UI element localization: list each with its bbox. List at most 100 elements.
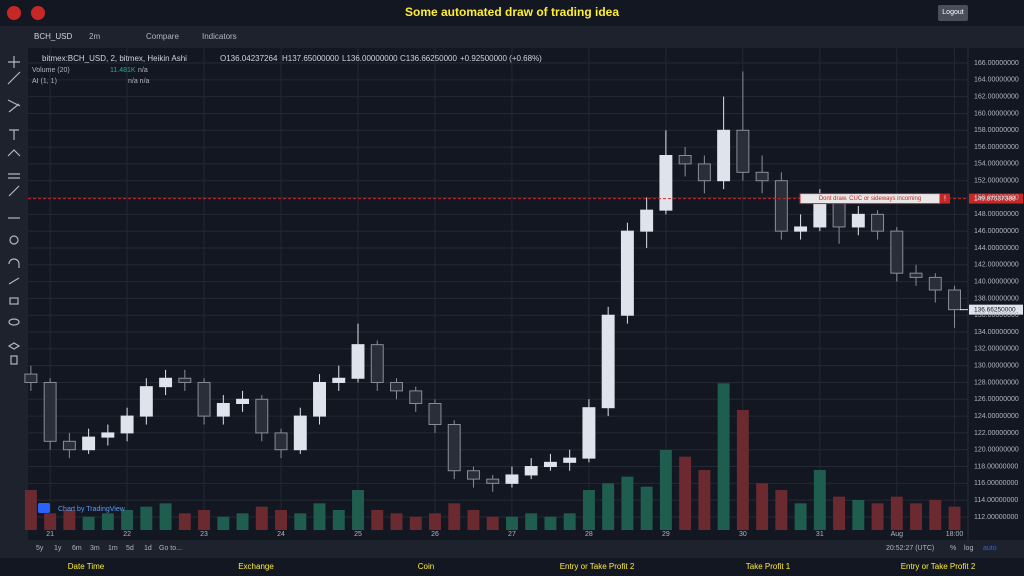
header: Some automated draw of trading idea Logo… <box>0 0 1024 26</box>
candle-body <box>486 478 500 484</box>
volume-bar <box>217 516 230 530</box>
y-tick-label: 134.00000000 <box>974 329 1019 336</box>
volume-bar <box>756 483 769 530</box>
candle-body <box>697 163 711 182</box>
candle-body <box>928 276 942 291</box>
watermark[interactable]: Chart by TradingView <box>58 506 126 513</box>
candle-body <box>428 402 442 426</box>
tool-icons <box>7 56 21 365</box>
x-tick-label: 30 <box>739 531 747 538</box>
range-button[interactable]: 5y <box>36 545 44 552</box>
y-tick-label: 156.00000000 <box>974 144 1019 151</box>
y-tick-label: 116.00000000 <box>974 480 1018 487</box>
symbol[interactable]: BCH_USD <box>34 32 73 41</box>
candle-body <box>24 373 38 383</box>
y-tick-label: 122.00000000 <box>974 430 1019 437</box>
volume-bar <box>698 470 711 530</box>
y-tick-label: 112.00000000 <box>974 514 1018 521</box>
volume-bar <box>121 510 134 530</box>
range-button[interactable]: 1m <box>108 545 118 552</box>
alert-price: 149.87537388 <box>974 195 1016 202</box>
range-button[interactable]: 1d <box>144 545 152 552</box>
candle-body <box>236 398 250 404</box>
y-tick-label: 166.00000000 <box>974 60 1019 67</box>
auto-toggle[interactable]: auto <box>983 545 997 552</box>
legend-close: C136.66250000 <box>400 54 457 63</box>
compare[interactable]: Compare <box>146 32 179 41</box>
footer-column: Take Profit 1 <box>745 562 791 571</box>
last-price: 136.66250000 <box>974 306 1016 313</box>
candle-body <box>293 415 307 451</box>
x-tick-label: 26 <box>431 531 439 538</box>
volume-bar <box>236 513 249 530</box>
volume-bar <box>294 513 307 530</box>
range-button[interactable]: 6m <box>72 545 82 552</box>
alert-price-box <box>969 193 1023 204</box>
volume-bar <box>198 510 211 530</box>
x-tick-label: 27 <box>508 531 516 538</box>
y-tick-label: 118.00000000 <box>974 463 1018 470</box>
last-price-box <box>969 304 1023 315</box>
logout-button[interactable]: Logout <box>938 5 968 21</box>
candle-body <box>755 171 769 182</box>
footer-column: Entry or Take Profit 2 <box>559 562 635 571</box>
y-tick-label: 136.00000000 <box>974 312 1019 319</box>
volume-bar <box>467 510 480 530</box>
indicators[interactable]: Indicators <box>202 32 237 41</box>
candle-body <box>351 344 365 379</box>
range-button[interactable]: 5d <box>126 545 134 552</box>
log-toggle[interactable]: log <box>964 545 974 552</box>
legend-open: O136.04237264 <box>220 54 278 63</box>
x-tick-label: 22 <box>123 531 131 538</box>
percent-toggle[interactable]: % <box>950 545 957 552</box>
candle-body <box>313 381 326 417</box>
interval[interactable]: 2m <box>89 32 101 41</box>
volume-bar <box>82 516 95 530</box>
y-tick-label: 138.00000000 <box>974 295 1019 302</box>
ai-na: n/a n/a <box>128 78 150 85</box>
candle-body <box>82 436 96 451</box>
y-tick-label: 130.00000000 <box>974 363 1019 370</box>
legend-change: +0.92500000 (+0.68%) <box>460 54 542 63</box>
volume-bar <box>640 486 653 530</box>
volume-bar <box>736 410 749 530</box>
volume-bar <box>101 513 114 530</box>
y-tick-label: 126.00000000 <box>974 396 1019 403</box>
goto[interactable]: Go to... <box>159 545 182 552</box>
candle-body <box>813 201 827 228</box>
legend-high: H137.65000000 <box>282 54 339 63</box>
volume-bar <box>24 490 37 530</box>
candle-body <box>851 213 865 228</box>
volume-bar <box>486 516 499 530</box>
toolbar: BCH_USD 2m Compare Indicators <box>0 26 1024 49</box>
candle-body <box>139 386 153 417</box>
volume-bar <box>582 490 595 530</box>
footer-column: Date Time <box>67 562 105 571</box>
y-tick-label: 154.00000000 <box>974 161 1019 168</box>
left-toolbar <box>0 48 29 558</box>
volume-bar <box>178 513 191 530</box>
footer-column: Exchange <box>238 562 274 571</box>
candle-body <box>101 432 115 438</box>
volume-bar <box>775 490 788 530</box>
volume-bar <box>409 516 422 530</box>
volume-bar <box>602 483 615 530</box>
volume-bar <box>871 503 884 530</box>
x-tick-label: 31 <box>816 531 824 538</box>
candle-body <box>390 381 403 392</box>
volume-bar <box>525 513 538 530</box>
range-button[interactable]: 1y <box>54 545 62 552</box>
candle-body <box>159 377 173 388</box>
volume-bar <box>852 500 865 530</box>
candle-body <box>832 201 846 228</box>
range-button[interactable]: 3m <box>90 545 100 552</box>
volume-bar <box>813 470 826 530</box>
volume-bar <box>659 450 672 530</box>
volume-bar <box>390 513 403 530</box>
candle-body <box>871 213 885 232</box>
x-tick-label: 24 <box>277 531 285 538</box>
y-tick-label: 148.00000000 <box>974 211 1019 218</box>
volume-bar <box>948 506 961 530</box>
candle-body <box>409 390 423 404</box>
footer-column: Coin <box>417 562 435 571</box>
